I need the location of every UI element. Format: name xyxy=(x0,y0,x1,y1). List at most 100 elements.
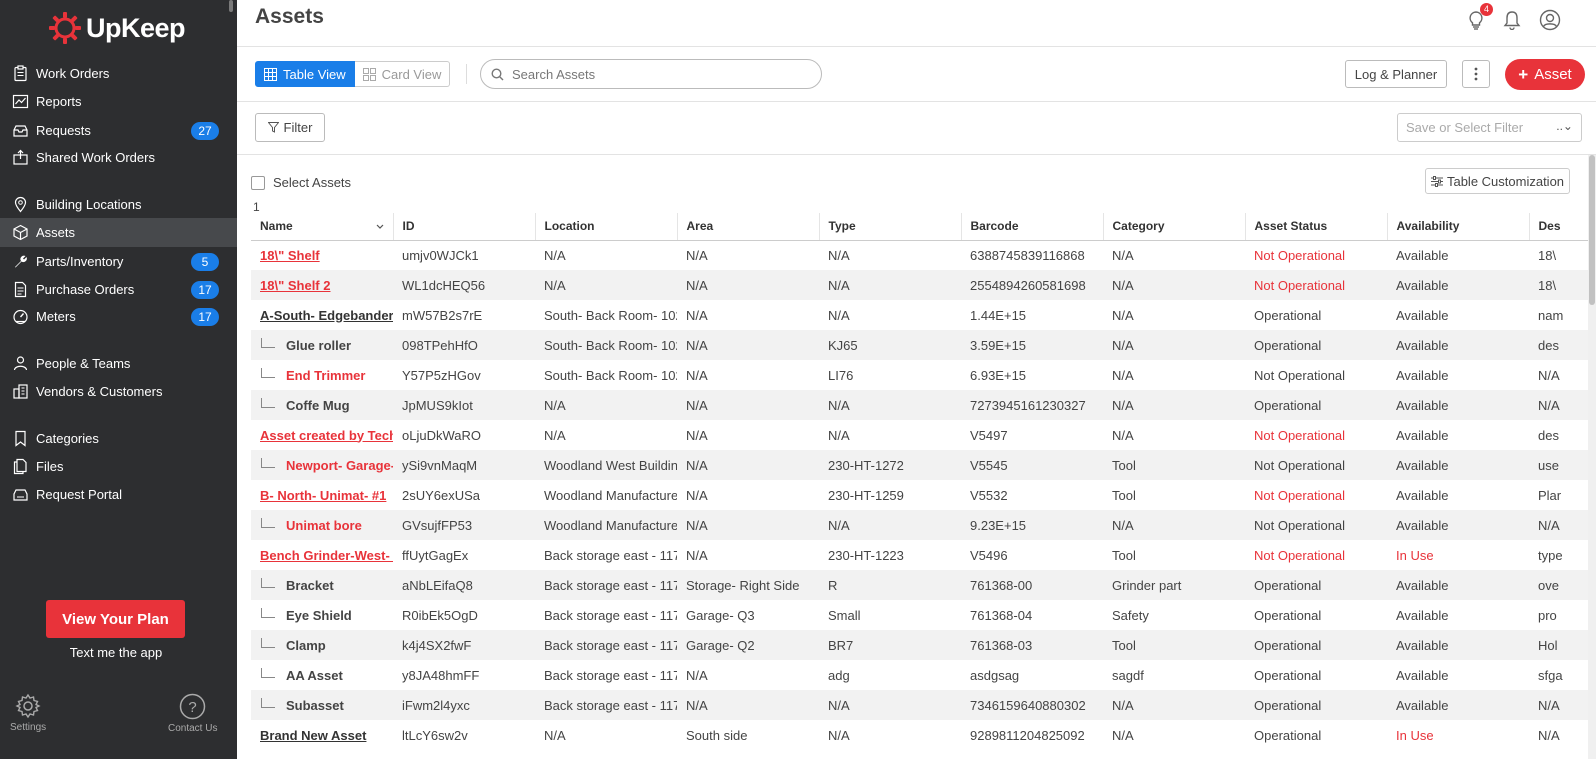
contact-us-button[interactable]: ? Contact Us xyxy=(168,693,217,734)
filter-button[interactable]: Filter xyxy=(255,113,325,142)
asset-name[interactable]: Newport- Garage- I xyxy=(286,457,393,473)
column-header-asset-status[interactable]: Asset Status xyxy=(1245,213,1388,241)
asset-name-cell[interactable]: 18\" Shelf 2 xyxy=(251,270,393,300)
asset-name-link[interactable]: A-South- Edgebander xyxy=(260,307,393,323)
scrollbar-thumb[interactable] xyxy=(1589,155,1595,305)
asset-name-cell[interactable]: Eye Shield xyxy=(251,600,393,630)
table-row[interactable]: Brand New Asset ltLcY6sw2v N/A South side N/… xyxy=(251,720,1596,750)
table-row[interactable]: AA Asset y8JA48hmFF Back storage east - 11… xyxy=(251,660,1596,690)
upkeep-logo[interactable]: UpKeep xyxy=(48,8,186,48)
table-view-button[interactable]: Table View xyxy=(255,61,355,87)
cell-id: Y57P5zHGov xyxy=(393,360,535,390)
column-header-name[interactable]: Name xyxy=(251,213,394,241)
asset-name-cell[interactable]: 18\" Shelf xyxy=(251,240,393,270)
asset-name-cell[interactable]: Newport- Garage- I xyxy=(251,450,393,480)
card-view-button[interactable]: Card View xyxy=(354,61,451,87)
saved-filter-select[interactable]: Save or Select Filter ..⌄ xyxy=(1397,113,1582,142)
asset-name-cell[interactable]: Glue roller xyxy=(251,330,393,360)
column-header-location[interactable]: Location xyxy=(535,213,678,241)
asset-name-link[interactable]: Bench Grinder-West- #1 xyxy=(260,547,393,563)
column-header-area[interactable]: Area xyxy=(677,213,820,241)
sidebar-item-parts-inventory[interactable]: Parts/Inventory 5 xyxy=(0,247,237,276)
column-header-des[interactable]: Des xyxy=(1529,213,1596,241)
asset-name-cell[interactable]: Bench Grinder-West- #1 xyxy=(251,540,393,570)
table-row[interactable]: Eye Shield R0ibEk5OgD Back storage east - … xyxy=(251,600,1596,630)
add-asset-button[interactable]: + Asset xyxy=(1505,59,1585,90)
view-your-plan-button[interactable]: View Your Plan xyxy=(46,600,185,638)
select-assets-control[interactable]: Select Assets xyxy=(251,175,351,190)
table-scrollbar[interactable] xyxy=(1588,155,1596,759)
table-row[interactable]: Clamp k4j4SX2fwF Back storage east - 1174 G… xyxy=(251,630,1596,660)
select-all-checkbox[interactable] xyxy=(251,175,265,190)
table-row[interactable]: Coffe Mug JpMUS9kIot N/A N/A N/A 727394516123… xyxy=(251,390,1596,420)
table-row[interactable]: Asset created by Tech oLjuDkWaRO N/A N/A N/A… xyxy=(251,420,1596,450)
search-input[interactable] xyxy=(512,66,802,82)
asset-name-cell[interactable]: Coffe Mug xyxy=(251,390,393,420)
notifications-button[interactable] xyxy=(1501,9,1523,31)
sidebar-item-vendors-customers[interactable]: Vendors & Customers xyxy=(0,377,237,406)
asset-name-cell[interactable]: Bracket xyxy=(251,570,393,600)
asset-name-cell[interactable]: End Trimmer xyxy=(251,360,393,390)
column-header-barcode[interactable]: Barcode xyxy=(961,213,1104,241)
asset-name[interactable]: AA Asset xyxy=(286,667,343,683)
sidebar-item-purchase-orders[interactable]: Purchase Orders 17 xyxy=(0,275,237,304)
asset-name-link[interactable]: Brand New Asset xyxy=(260,727,367,743)
table-row[interactable]: 18\" Shelf 2 WL1dcHEQ56 N/A N/A N/A 255489426… xyxy=(251,270,1596,300)
column-header-category[interactable]: Category xyxy=(1103,213,1246,241)
table-row[interactable]: End Trimmer Y57P5zHGov South- Back Room- 1… xyxy=(251,360,1596,390)
table-row[interactable]: Bracket aNbLEifaQ8 Back storage east - 117… xyxy=(251,570,1596,600)
table-row[interactable]: Unimat bore GVsujfFP53 Woodland Manufactur… xyxy=(251,510,1596,540)
sidebar-item-categories[interactable]: Categories xyxy=(0,424,237,453)
tree-branch-icon xyxy=(261,397,275,408)
table-row[interactable]: 18\" Shelf umjv0WJCk1 N/A N/A N/A 63887458391… xyxy=(251,240,1596,270)
text-me-the-app-link[interactable]: Text me the app xyxy=(69,645,163,660)
sidebar-item-requests[interactable]: Requests 27 xyxy=(0,116,237,145)
asset-name[interactable]: Unimat bore xyxy=(286,517,362,533)
table-row[interactable]: Subasset iFwm2l4yxc Back storage east - 11… xyxy=(251,690,1596,720)
asset-name[interactable]: Glue roller xyxy=(286,337,352,353)
profile-button[interactable] xyxy=(1539,9,1561,31)
asset-name-link[interactable]: 18\" Shelf xyxy=(260,247,320,263)
column-header-id[interactable]: ID xyxy=(393,213,536,241)
asset-name-cell[interactable]: Brand New Asset xyxy=(251,720,393,750)
table-row[interactable]: B- North- Unimat- #1 2sUY6exUSa Woodland M… xyxy=(251,480,1596,510)
tips-button[interactable]: 4 xyxy=(1465,3,1493,31)
sidebar-scrollbar[interactable] xyxy=(229,0,233,12)
sidebar-item-meters[interactable]: Meters 17 xyxy=(0,302,237,331)
asset-name-link[interactable]: 18\" Shelf 2 xyxy=(260,277,331,293)
sidebar-item-request-portal[interactable]: Request Portal xyxy=(0,480,237,509)
search-box[interactable] xyxy=(480,59,822,89)
sidebar-item-shared-work-orders[interactable]: Shared Work Orders xyxy=(0,143,237,172)
asset-name-link[interactable]: B- North- Unimat- #1 xyxy=(260,487,387,503)
table-row[interactable]: Bench Grinder-West- #1ffUytGagExBack sto… xyxy=(251,540,1596,570)
table-row[interactable]: Glue roller 098TPehHfO South- Back Room- 1… xyxy=(251,330,1596,360)
asset-name-link[interactable]: Asset created by Tech xyxy=(260,427,393,443)
asset-name[interactable]: Coffe Mug xyxy=(286,397,350,413)
sidebar-item-files[interactable]: Files xyxy=(0,452,237,481)
sidebar-item-reports[interactable]: Reports xyxy=(0,87,237,116)
asset-name-cell[interactable]: Unimat bore xyxy=(251,510,393,540)
column-header-type[interactable]: Type xyxy=(819,213,962,241)
sidebar-item-work-orders[interactable]: Work Orders xyxy=(0,59,237,88)
more-options-button[interactable] xyxy=(1462,60,1490,88)
asset-name-cell[interactable]: B- North- Unimat- #1 xyxy=(251,480,393,510)
asset-name[interactable]: Subasset xyxy=(286,697,344,713)
sidebar-item-people-teams[interactable]: People & Teams xyxy=(0,349,237,378)
asset-name-cell[interactable]: Clamp xyxy=(251,630,393,660)
asset-name-cell[interactable]: A-South- Edgebander xyxy=(251,300,393,330)
table-row[interactable]: A-South- Edgebander mW57B2s7rE South- Back… xyxy=(251,300,1596,330)
log-planner-button[interactable]: Log & Planner xyxy=(1345,60,1447,88)
asset-name[interactable]: Eye Shield xyxy=(286,607,352,623)
sidebar-item-assets[interactable]: Assets xyxy=(0,218,237,247)
table-customization-button[interactable]: Table Customization xyxy=(1425,168,1570,194)
asset-name-cell[interactable]: Subasset xyxy=(251,690,393,720)
asset-name[interactable]: Bracket xyxy=(286,577,334,593)
asset-name-cell[interactable]: AA Asset xyxy=(251,660,393,690)
column-header-availability[interactable]: Availability xyxy=(1387,213,1530,241)
settings-button[interactable]: Settings xyxy=(10,693,46,733)
asset-name-cell[interactable]: Asset created by Tech xyxy=(251,420,393,450)
sidebar-item-building-locations[interactable]: Building Locations xyxy=(0,190,237,219)
asset-name[interactable]: Clamp xyxy=(286,637,326,653)
asset-name[interactable]: End Trimmer xyxy=(286,367,366,383)
